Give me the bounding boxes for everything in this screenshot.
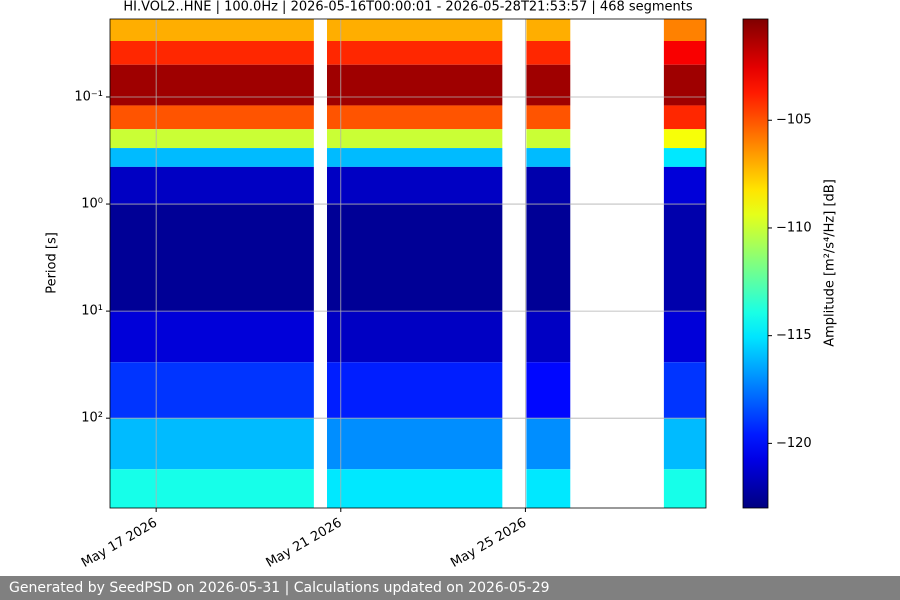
- colorbar-tick-label: −105: [776, 113, 812, 128]
- heatmap-cell: [663, 311, 706, 363]
- heatmap-cell: [110, 166, 314, 205]
- plot-frame: [109, 18, 707, 509]
- heatmap-cell: [663, 105, 706, 130]
- chart: HI.VOL2..HNE | 100.0Hz | 2026-05-16T00:0…: [45, 0, 838, 571]
- heatmap-cell: [663, 418, 706, 470]
- x-tick-label: May 25 2026: [448, 516, 529, 571]
- heatmap-cell: [327, 469, 503, 508]
- footer: Generated by SeedPSD on 2026-05-31 | Cal…: [0, 576, 900, 600]
- y-tick-label: 10⁻¹: [74, 89, 103, 104]
- heatmap-cell: [663, 40, 706, 65]
- heatmap-cell: [327, 418, 503, 470]
- heatmap-cell: [110, 362, 314, 419]
- heatmap-cell: [327, 362, 503, 419]
- heatmap-cell: [327, 148, 503, 167]
- heatmap-cell: [526, 129, 571, 149]
- y-axis-label: Period [s]: [45, 232, 60, 294]
- heatmap-cell: [327, 105, 503, 130]
- heatmap-cell: [327, 40, 503, 65]
- heatmap-cell: [663, 362, 706, 419]
- x-tick-label: May 21 2026: [264, 516, 345, 571]
- heatmap-cell: [663, 166, 706, 205]
- heatmap-cell: [110, 19, 314, 41]
- heatmap-cell: [663, 19, 706, 41]
- x-tick-label: May 17 2026: [79, 516, 160, 571]
- heatmap-cell: [663, 469, 706, 508]
- heatmap-cell: [526, 40, 571, 65]
- heatmap-cell: [526, 418, 571, 470]
- heatmap-cell: [663, 64, 706, 106]
- heatmap-cell: [110, 204, 314, 312]
- heatmap-cell: [663, 129, 706, 149]
- heatmap-cell: [526, 204, 571, 312]
- colorbar-tick-label: −115: [776, 328, 812, 343]
- heatmap-cell: [327, 129, 503, 149]
- heatmap-cell: [110, 129, 314, 149]
- heatmap-cell: [663, 204, 706, 312]
- heatmap-cell: [110, 105, 314, 130]
- heatmap-cell: [526, 64, 571, 106]
- heatmap-cell: [327, 64, 503, 106]
- colorbar-label: Amplitude [m²/s⁴/Hz] [dB]: [823, 179, 838, 347]
- heatmap-cell: [526, 105, 571, 130]
- colorbar-tick-label: −120: [776, 436, 812, 451]
- heatmap-cell: [110, 469, 314, 508]
- plot-area: [110, 19, 706, 508]
- heatmap-cell: [526, 311, 571, 363]
- heatmap-cell: [327, 311, 503, 363]
- heatmap-cell: [526, 166, 571, 205]
- heatmap-cell: [663, 148, 706, 167]
- heatmap-cell: [110, 311, 314, 363]
- heatmap-cell: [110, 418, 314, 470]
- heatmap-cell: [327, 204, 503, 312]
- heatmap-cell: [327, 19, 503, 41]
- chart-title: HI.VOL2..HNE | 100.0Hz | 2026-05-16T00:0…: [123, 0, 693, 15]
- y-tick-label: 10¹: [81, 304, 103, 319]
- heatmap-cell: [526, 19, 571, 41]
- colorbar: [742, 18, 769, 509]
- heatmap-cell: [526, 362, 571, 419]
- heatmap-cell: [526, 148, 571, 167]
- y-tick-label: 10²: [81, 411, 103, 426]
- heatmap-cell: [110, 40, 314, 65]
- heatmap-cell: [526, 469, 571, 508]
- heatmap-cell: [110, 64, 314, 106]
- colorbar-tick-label: −110: [776, 220, 812, 235]
- y-tick-label: 10⁰: [81, 197, 103, 212]
- heatmap-cell: [327, 166, 503, 205]
- heatmap-cell: [110, 148, 314, 167]
